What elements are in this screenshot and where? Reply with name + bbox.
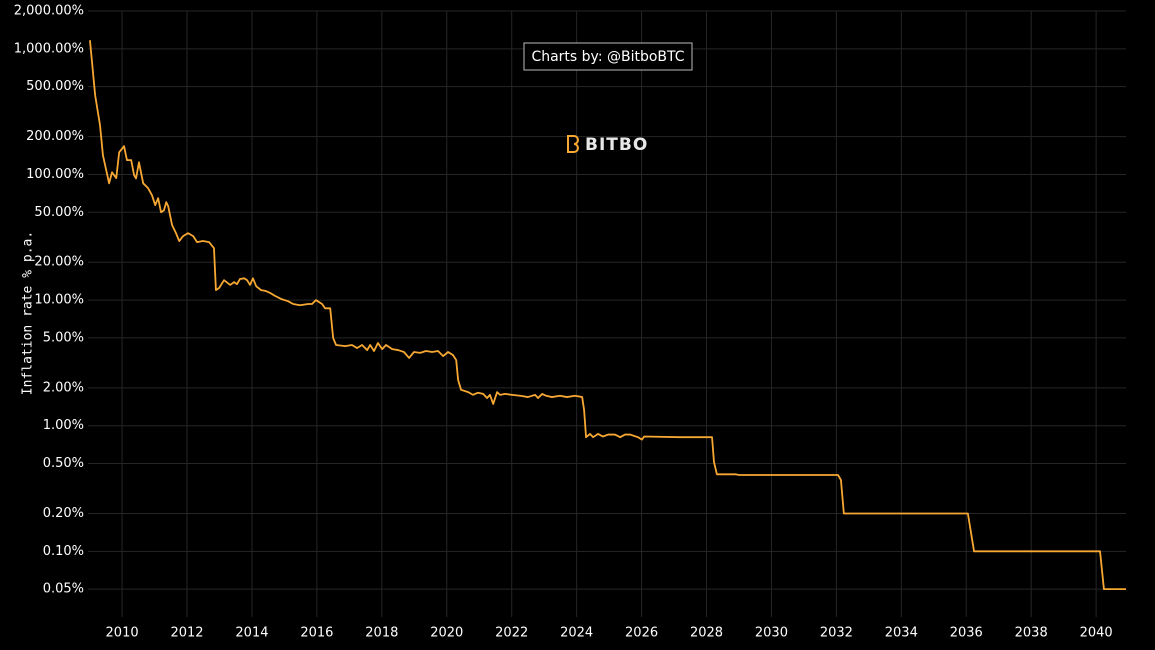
x-tick-label: 2024 (560, 626, 593, 641)
y-tick-label: 5.00% (43, 330, 84, 345)
watermark: BITBO (585, 135, 648, 155)
x-tick-label: 2010 (106, 626, 139, 641)
annotation-box (523, 42, 693, 71)
x-tick-label: 2016 (300, 626, 333, 641)
x-tick-label: 2032 (820, 626, 853, 641)
x-tick-label: 2014 (235, 626, 268, 641)
y-tick-label: 200.00% (26, 129, 84, 144)
watermark-icon (567, 135, 579, 153)
x-tick-label: 2028 (690, 626, 723, 641)
y-tick-label: 100.00% (26, 167, 84, 182)
grid (88, 10, 1126, 617)
y-tick-label: 10.00% (34, 293, 84, 308)
y-tick-label: 1.00% (43, 418, 84, 433)
x-tick-label: 2022 (495, 626, 528, 641)
y-tick-label: 0.10% (43, 544, 84, 559)
x-tick-label: 2030 (755, 626, 788, 641)
y-tick-label: 20.00% (34, 255, 84, 270)
x-tick-label: 2012 (170, 626, 203, 641)
y-tick-label: 2,000.00% (14, 4, 84, 19)
y-tick-label: 1,000.00% (14, 41, 84, 56)
x-tick-label: 2034 (885, 626, 918, 641)
x-tick-label: 2026 (625, 626, 658, 641)
y-tick-label: 2.00% (43, 380, 84, 395)
y-tick-label: 500.00% (26, 79, 84, 94)
annotation: Charts by: @BitboBTC (531, 49, 684, 65)
x-tick-label: 2020 (430, 626, 463, 641)
y-tick-label: 50.00% (34, 205, 84, 220)
y-tick-label: 0.20% (43, 506, 84, 521)
x-tick-label: 2036 (950, 626, 983, 641)
x-tick-label: 2038 (1015, 626, 1048, 641)
y-axis-label: Inflation rate % p.a. (21, 231, 36, 395)
y-tick-label: 0.05% (43, 582, 84, 597)
y-tick-label: 0.50% (43, 456, 84, 471)
data-line (89, 40, 1126, 591)
x-tick-label: 2018 (365, 626, 398, 641)
x-tick-label: 2040 (1080, 626, 1113, 641)
